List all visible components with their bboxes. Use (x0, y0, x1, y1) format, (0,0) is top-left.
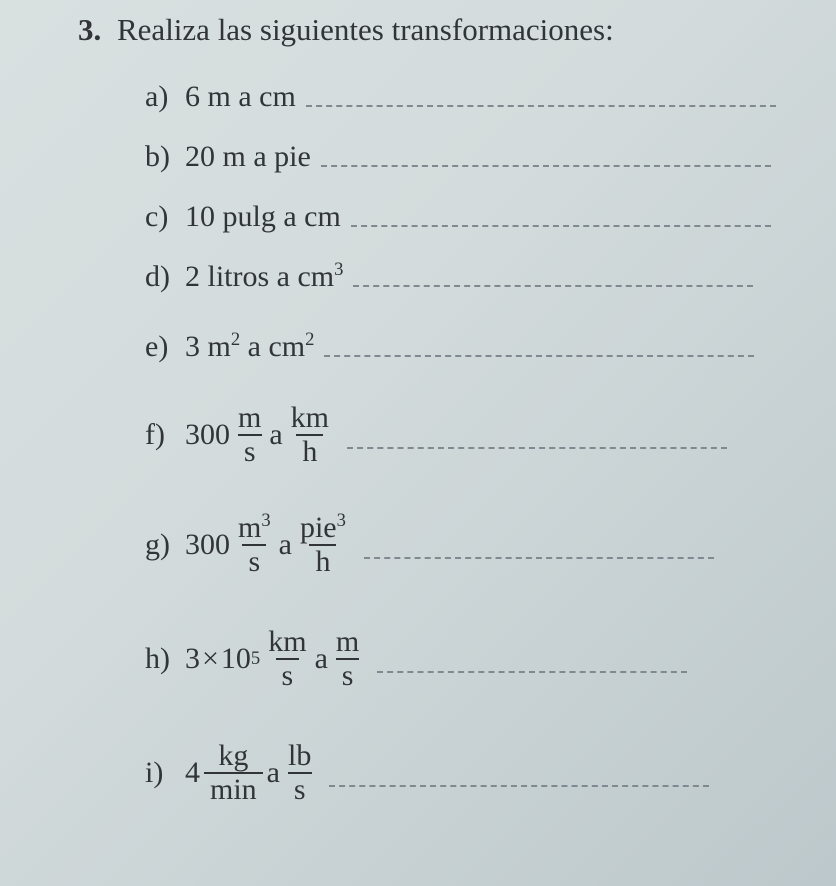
answer-line-e[interactable] (324, 355, 754, 357)
fraction: m3 s (234, 512, 275, 577)
item-f: f) 300 m s a km h (145, 402, 727, 467)
answer-line-d[interactable] (353, 285, 753, 287)
item-expression: 3×105 km s a m s (185, 626, 367, 691)
fraction: m s (234, 402, 265, 467)
item-expression: 300 m3 s a pie3 h (185, 512, 354, 577)
item-h: h) 3×105 km s a m s (145, 626, 687, 691)
item-letter: i) (145, 756, 185, 790)
item-expression: 3 m2 a cm2 (185, 330, 314, 364)
item-letter: a) (145, 80, 185, 114)
item-expression: 4 kg min a lb s (185, 740, 319, 805)
item-expression: 20 m a pie (185, 140, 311, 174)
answer-line-b[interactable] (321, 165, 771, 167)
item-a: a) 6 m a cm (145, 80, 776, 114)
item-letter: d) (145, 260, 185, 294)
item-expression: 300 m s a km h (185, 402, 337, 467)
fraction: km s (264, 626, 310, 691)
fraction: lb s (284, 740, 315, 805)
item-expression: 2 litros a cm3 (185, 260, 343, 294)
fraction: pie3 h (296, 512, 350, 577)
item-letter: f) (145, 418, 185, 452)
fraction: m s (332, 626, 363, 691)
item-b: b) 20 m a pie (145, 140, 771, 174)
item-e: e) 3 m2 a cm2 (145, 330, 754, 364)
question-text: Realiza las siguientes transformaciones: (117, 12, 614, 48)
item-c: c) 10 pulg a cm (145, 200, 771, 234)
answer-line-a[interactable] (306, 105, 776, 107)
item-expression: 10 pulg a cm (185, 200, 341, 234)
item-expression: 6 m a cm (185, 80, 296, 114)
item-i: i) 4 kg min a lb s (145, 740, 709, 805)
question-number: 3. (78, 12, 101, 48)
item-letter: e) (145, 330, 185, 364)
answer-line-i[interactable] (329, 785, 709, 787)
item-d: d) 2 litros a cm3 (145, 260, 753, 294)
item-letter: h) (145, 642, 185, 676)
fraction: km h (287, 402, 333, 467)
answer-line-c[interactable] (351, 225, 771, 227)
answer-line-f[interactable] (347, 447, 727, 449)
answer-line-g[interactable] (364, 557, 714, 559)
fraction: kg min (204, 740, 263, 805)
answer-line-h[interactable] (377, 671, 687, 673)
item-letter: c) (145, 200, 185, 234)
page: 3. Realiza las siguientes transformacion… (0, 0, 836, 886)
item-g: g) 300 m3 s a pie3 h (145, 512, 714, 577)
item-letter: b) (145, 140, 185, 174)
item-letter: g) (145, 528, 185, 562)
